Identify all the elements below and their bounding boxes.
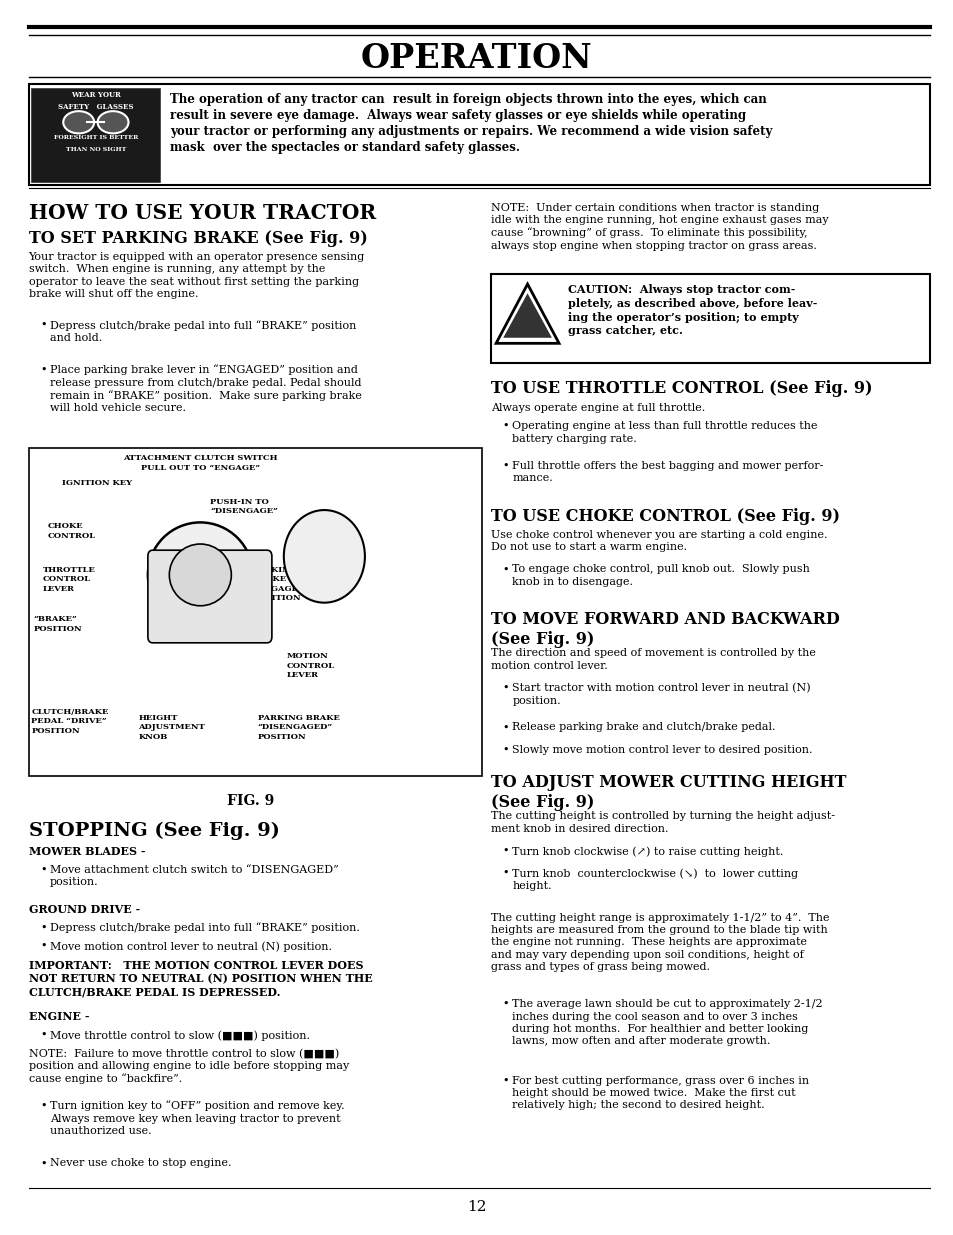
Text: CLUTCH/BRAKE
PEDAL “DRIVE”
POSITION: CLUTCH/BRAKE PEDAL “DRIVE” POSITION (31, 708, 109, 735)
Text: •: • (502, 421, 509, 431)
Text: Operating engine at less than full throttle reduces the
battery charging rate.: Operating engine at less than full throt… (512, 421, 817, 443)
Text: !: ! (524, 301, 530, 315)
Text: •: • (40, 1158, 47, 1168)
Text: PARKING
BRAKE
“ENGAGED”
POSITION: PARKING BRAKE “ENGAGED” POSITION (253, 566, 311, 603)
Text: •: • (40, 1030, 47, 1040)
FancyBboxPatch shape (29, 448, 481, 776)
Text: Your tractor is equipped with an operator presence sensing
switch.  When engine : Your tractor is equipped with an operato… (29, 252, 364, 299)
Text: •: • (502, 868, 509, 878)
Text: •: • (40, 1100, 47, 1110)
Text: Move motion control lever to neutral (N) position.: Move motion control lever to neutral (N)… (50, 941, 332, 952)
Text: Place parking brake lever in “ENGAGED” position and
release pressure from clutch: Place parking brake lever in “ENGAGED” p… (50, 364, 361, 414)
Text: PARKING BRAKE
“DISENGAGED”
POSITION: PARKING BRAKE “DISENGAGED” POSITION (257, 714, 339, 741)
Text: Move throttle control to slow (■■■) position.: Move throttle control to slow (■■■) posi… (50, 1030, 310, 1041)
Text: IMPORTANT:   THE MOTION CONTROL LEVER DOES
NOT RETURN TO NEUTRAL (N) POSITION WH: IMPORTANT: THE MOTION CONTROL LEVER DOES… (29, 960, 372, 997)
Text: “BRAKE”
POSITION: “BRAKE” POSITION (33, 615, 82, 632)
Text: HOW TO USE YOUR TRACTOR: HOW TO USE YOUR TRACTOR (29, 203, 375, 222)
Text: ENGINE -: ENGINE - (29, 1011, 89, 1023)
FancyBboxPatch shape (31, 88, 160, 182)
Text: •: • (40, 864, 47, 874)
Text: Turn knob clockwise (↗) to raise cutting height.: Turn knob clockwise (↗) to raise cutting… (512, 846, 782, 857)
Text: TO SET PARKING BRAKE (See Fig. 9): TO SET PARKING BRAKE (See Fig. 9) (29, 230, 367, 247)
Text: Full throttle offers the best bagging and mower perfor-
mance.: Full throttle offers the best bagging an… (512, 461, 822, 483)
Text: TO ADJUST MOWER CUTTING HEIGHT
(See Fig. 9): TO ADJUST MOWER CUTTING HEIGHT (See Fig.… (491, 774, 846, 811)
Text: The direction and speed of movement is controlled by the
motion control lever.: The direction and speed of movement is c… (491, 648, 816, 671)
Text: TO MOVE FORWARD AND BACKWARD
(See Fig. 9): TO MOVE FORWARD AND BACKWARD (See Fig. 9… (491, 611, 840, 648)
Text: MOWER BLADES -: MOWER BLADES - (29, 846, 145, 857)
Polygon shape (496, 284, 558, 343)
Text: •: • (40, 364, 47, 374)
Text: Release parking brake and clutch/brake pedal.: Release parking brake and clutch/brake p… (512, 722, 775, 732)
Text: CHOKE
CONTROL: CHOKE CONTROL (48, 522, 95, 540)
Text: Turn knob  counterclockwise (↘)  to  lower cutting
height.: Turn knob counterclockwise (↘) to lower … (512, 868, 798, 892)
Text: FORESIGHT IS BETTER: FORESIGHT IS BETTER (53, 135, 138, 140)
Text: Depress clutch/brake pedal into full “BRAKE” position.: Depress clutch/brake pedal into full “BR… (50, 923, 359, 934)
Text: •: • (502, 722, 509, 732)
Text: •: • (502, 846, 509, 856)
Text: Depress clutch/brake pedal into full “BRAKE” position
and hold.: Depress clutch/brake pedal into full “BR… (50, 320, 355, 343)
Ellipse shape (170, 545, 232, 606)
Text: THROTTLE
CONTROL
LEVER: THROTTLE CONTROL LEVER (43, 566, 95, 593)
Text: To engage choke control, pull knob out.  Slowly push
knob in to disengage.: To engage choke control, pull knob out. … (512, 564, 809, 587)
Text: •: • (502, 1076, 509, 1086)
Text: IGNITION KEY: IGNITION KEY (62, 479, 132, 487)
Text: THAN NO SIGHT: THAN NO SIGHT (66, 147, 126, 152)
Text: WEAR YOUR: WEAR YOUR (71, 91, 121, 99)
Text: Slowly move motion control lever to desired position.: Slowly move motion control lever to desi… (512, 745, 812, 755)
Text: OPERATION: OPERATION (361, 42, 592, 75)
Text: HEIGHT
ADJUSTMENT
KNOB: HEIGHT ADJUSTMENT KNOB (138, 714, 205, 741)
Text: The average lawn should be cut to approximately 2-1/2
inches during the cool sea: The average lawn should be cut to approx… (512, 999, 822, 1046)
Text: •: • (502, 683, 509, 693)
Ellipse shape (283, 510, 364, 603)
Text: •: • (40, 923, 47, 932)
Text: GROUND DRIVE -: GROUND DRIVE - (29, 904, 140, 915)
Text: The cutting height is controlled by turning the height adjust-
ment knob in desi: The cutting height is controlled by turn… (491, 811, 835, 834)
Text: The cutting height range is approximately 1-1/2” to 4”.  The
heights are measure: The cutting height range is approximatel… (491, 913, 829, 972)
Text: Always operate engine at full throttle.: Always operate engine at full throttle. (491, 403, 705, 412)
Ellipse shape (148, 522, 253, 627)
Polygon shape (503, 294, 551, 338)
Text: •: • (40, 941, 47, 951)
Text: 12: 12 (467, 1200, 486, 1214)
Text: Turn ignition key to “OFF” position and remove key.
Always remove key when leavi: Turn ignition key to “OFF” position and … (50, 1100, 344, 1136)
Text: FIG. 9: FIG. 9 (227, 794, 274, 808)
Text: NOTE:  Failure to move throttle control to slow (■■■)
position and allowing engi: NOTE: Failure to move throttle control t… (29, 1049, 349, 1084)
FancyBboxPatch shape (148, 551, 272, 643)
Text: •: • (502, 461, 509, 471)
Text: •: • (502, 745, 509, 755)
Text: •: • (502, 999, 509, 1009)
Ellipse shape (63, 111, 94, 133)
Text: CAUTION:  Always stop tractor com-
pletely, as described above, before leav-
ing: CAUTION: Always stop tractor com- pletel… (567, 284, 816, 336)
Text: STOPPING (See Fig. 9): STOPPING (See Fig. 9) (29, 821, 279, 840)
Text: TO USE THROTTLE CONTROL (See Fig. 9): TO USE THROTTLE CONTROL (See Fig. 9) (491, 380, 872, 398)
Ellipse shape (97, 111, 129, 133)
FancyBboxPatch shape (491, 274, 929, 363)
Text: PUSH-IN TO
“DISENGAGE”: PUSH-IN TO “DISENGAGE” (210, 498, 277, 515)
Text: SAFETY   GLASSES: SAFETY GLASSES (58, 103, 133, 110)
Text: MOTION
CONTROL
LEVER: MOTION CONTROL LEVER (286, 652, 334, 679)
Text: Never use choke to stop engine.: Never use choke to stop engine. (50, 1158, 231, 1168)
Text: •: • (502, 564, 509, 574)
Text: For best cutting performance, grass over 6 inches in
height should be mowed twic: For best cutting performance, grass over… (512, 1076, 808, 1110)
Text: ATTACHMENT CLUTCH SWITCH
PULL OUT TO “ENGAGE”: ATTACHMENT CLUTCH SWITCH PULL OUT TO “EN… (123, 454, 277, 472)
Text: The operation of any tractor can  result in foreign objects thrown into the eyes: The operation of any tractor can result … (170, 93, 771, 153)
Text: Move attachment clutch switch to “DISENGAGED”
position.: Move attachment clutch switch to “DISENG… (50, 864, 338, 887)
Text: Use choke control whenever you are starting a cold engine.
Do not use to start a: Use choke control whenever you are start… (491, 530, 827, 552)
Text: Start tractor with motion control lever in neutral (N)
position.: Start tractor with motion control lever … (512, 683, 810, 705)
FancyBboxPatch shape (29, 84, 929, 185)
Text: NOTE:  Under certain conditions when tractor is standing
idle with the engine ru: NOTE: Under certain conditions when trac… (491, 203, 828, 251)
Text: TO USE CHOKE CONTROL (See Fig. 9): TO USE CHOKE CONTROL (See Fig. 9) (491, 508, 840, 525)
Text: •: • (40, 320, 47, 330)
